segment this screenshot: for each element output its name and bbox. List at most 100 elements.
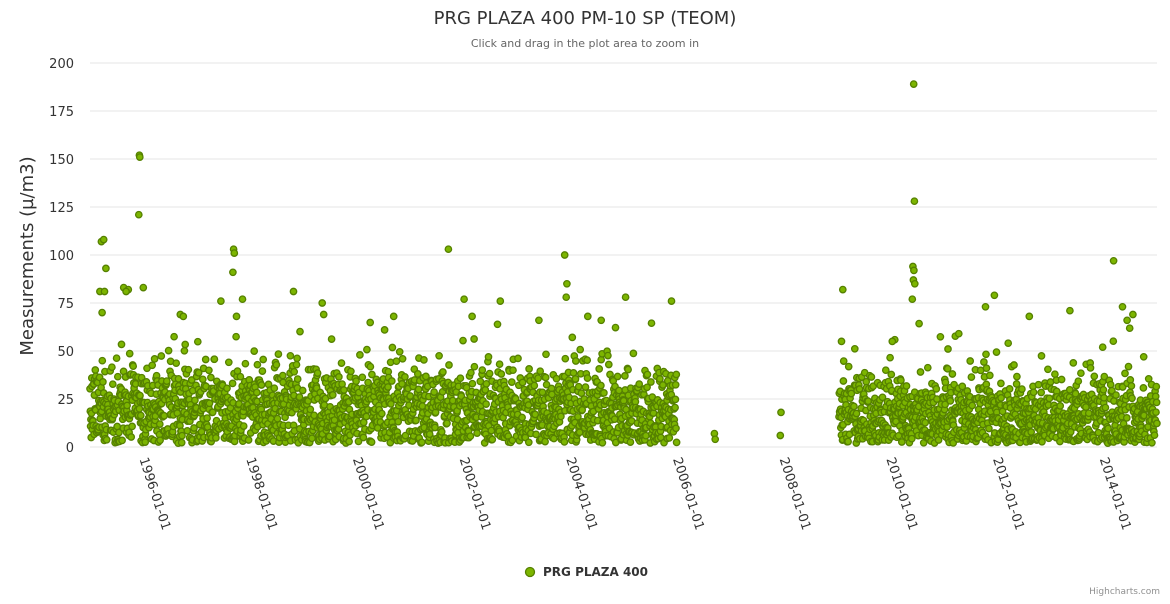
data-point[interactable] — [665, 434, 674, 442]
data-point[interactable] — [1109, 337, 1118, 346]
data-point[interactable] — [997, 394, 1005, 402]
data-point[interactable] — [629, 349, 638, 358]
data-point[interactable] — [150, 355, 159, 363]
data-point[interactable] — [112, 354, 121, 363]
data-point[interactable] — [1013, 372, 1021, 381]
data-point[interactable] — [362, 412, 371, 421]
data-point[interactable] — [160, 411, 169, 420]
data-point[interactable] — [239, 422, 248, 430]
data-point[interactable] — [541, 373, 550, 382]
data-point[interactable] — [306, 405, 315, 414]
data-point[interactable] — [115, 428, 123, 437]
data-point[interactable] — [162, 377, 171, 385]
data-point[interactable] — [776, 431, 785, 440]
data-point[interactable] — [244, 436, 253, 444]
data-point[interactable] — [394, 417, 403, 426]
data-point[interactable] — [172, 359, 181, 368]
data-point[interactable] — [597, 316, 606, 325]
data-point[interactable] — [367, 438, 376, 446]
data-point[interactable] — [571, 357, 580, 365]
data-point[interactable] — [1056, 402, 1065, 410]
data-point[interactable] — [401, 373, 409, 381]
data-point[interactable] — [232, 312, 241, 321]
data-point[interactable] — [482, 400, 490, 408]
data-point[interactable] — [366, 318, 375, 327]
data-point[interactable] — [888, 337, 897, 346]
data-point[interactable] — [253, 360, 262, 369]
data-point[interactable] — [1010, 361, 1018, 369]
data-point[interactable] — [183, 426, 192, 435]
data-point[interactable] — [910, 266, 918, 275]
data-point[interactable] — [507, 378, 516, 386]
data-point[interactable] — [228, 379, 237, 388]
data-point[interactable] — [837, 337, 846, 346]
data-point[interactable] — [1151, 392, 1160, 401]
data-point[interactable] — [141, 438, 150, 446]
data-point[interactable] — [170, 332, 178, 341]
data-point[interactable] — [295, 393, 304, 401]
data-point[interactable] — [1122, 414, 1131, 422]
data-point[interactable] — [1098, 343, 1107, 352]
data-point[interactable] — [1125, 324, 1134, 333]
data-point[interactable] — [148, 361, 157, 370]
data-point[interactable] — [257, 381, 266, 389]
data-point[interactable] — [1094, 428, 1103, 437]
data-point[interactable] — [878, 393, 887, 402]
data-point[interactable] — [102, 264, 110, 273]
data-point[interactable] — [496, 297, 505, 305]
data-point[interactable] — [363, 345, 371, 354]
data-point[interactable] — [561, 354, 570, 363]
data-point[interactable] — [509, 366, 517, 375]
data-point[interactable] — [293, 375, 302, 383]
data-point[interactable] — [352, 377, 360, 386]
data-point[interactable] — [207, 373, 215, 382]
data-point[interactable] — [497, 370, 506, 378]
data-point[interactable] — [232, 332, 240, 341]
data-point[interactable] — [604, 351, 612, 360]
data-point[interactable] — [838, 285, 847, 294]
data-point[interactable] — [672, 424, 680, 433]
data-point[interactable] — [1066, 306, 1074, 315]
data-point[interactable] — [108, 380, 117, 389]
data-point[interactable] — [179, 312, 188, 321]
data-point[interactable] — [915, 319, 923, 328]
data-point[interactable] — [430, 388, 438, 396]
data-point[interactable] — [134, 210, 143, 219]
data-point[interactable] — [437, 428, 446, 436]
data-point[interactable] — [967, 373, 976, 381]
data-point[interactable] — [583, 312, 592, 321]
data-point[interactable] — [98, 356, 107, 365]
data-point[interactable] — [129, 362, 138, 371]
data-point[interactable] — [518, 413, 526, 422]
data-point[interactable] — [534, 374, 542, 383]
data-point[interactable] — [473, 429, 481, 437]
data-point[interactable] — [1150, 431, 1159, 440]
data-point[interactable] — [568, 333, 577, 342]
data-point[interactable] — [493, 320, 502, 329]
data-point[interactable] — [387, 400, 395, 408]
data-point[interactable] — [193, 337, 202, 346]
data-point[interactable] — [98, 308, 106, 317]
data-point[interactable] — [198, 375, 207, 384]
data-point[interactable] — [563, 279, 571, 288]
data-point[interactable] — [413, 370, 422, 378]
data-point[interactable] — [944, 345, 952, 353]
data-point[interactable] — [418, 438, 426, 447]
data-point[interactable] — [524, 438, 533, 447]
data-point[interactable] — [414, 385, 423, 394]
data-point[interactable] — [155, 420, 164, 428]
data-point[interactable] — [250, 347, 259, 355]
data-point[interactable] — [1121, 369, 1129, 378]
data-point[interactable] — [839, 377, 848, 385]
data-point[interactable] — [388, 343, 397, 352]
data-point[interactable] — [139, 283, 148, 292]
data-point[interactable] — [613, 372, 622, 381]
data-point[interactable] — [864, 397, 873, 406]
data-point[interactable] — [855, 385, 864, 393]
data-point[interactable] — [948, 370, 957, 378]
data-point[interactable] — [347, 367, 355, 376]
data-point[interactable] — [174, 374, 183, 383]
data-point[interactable] — [1106, 380, 1115, 389]
data-point[interactable] — [113, 422, 122, 431]
